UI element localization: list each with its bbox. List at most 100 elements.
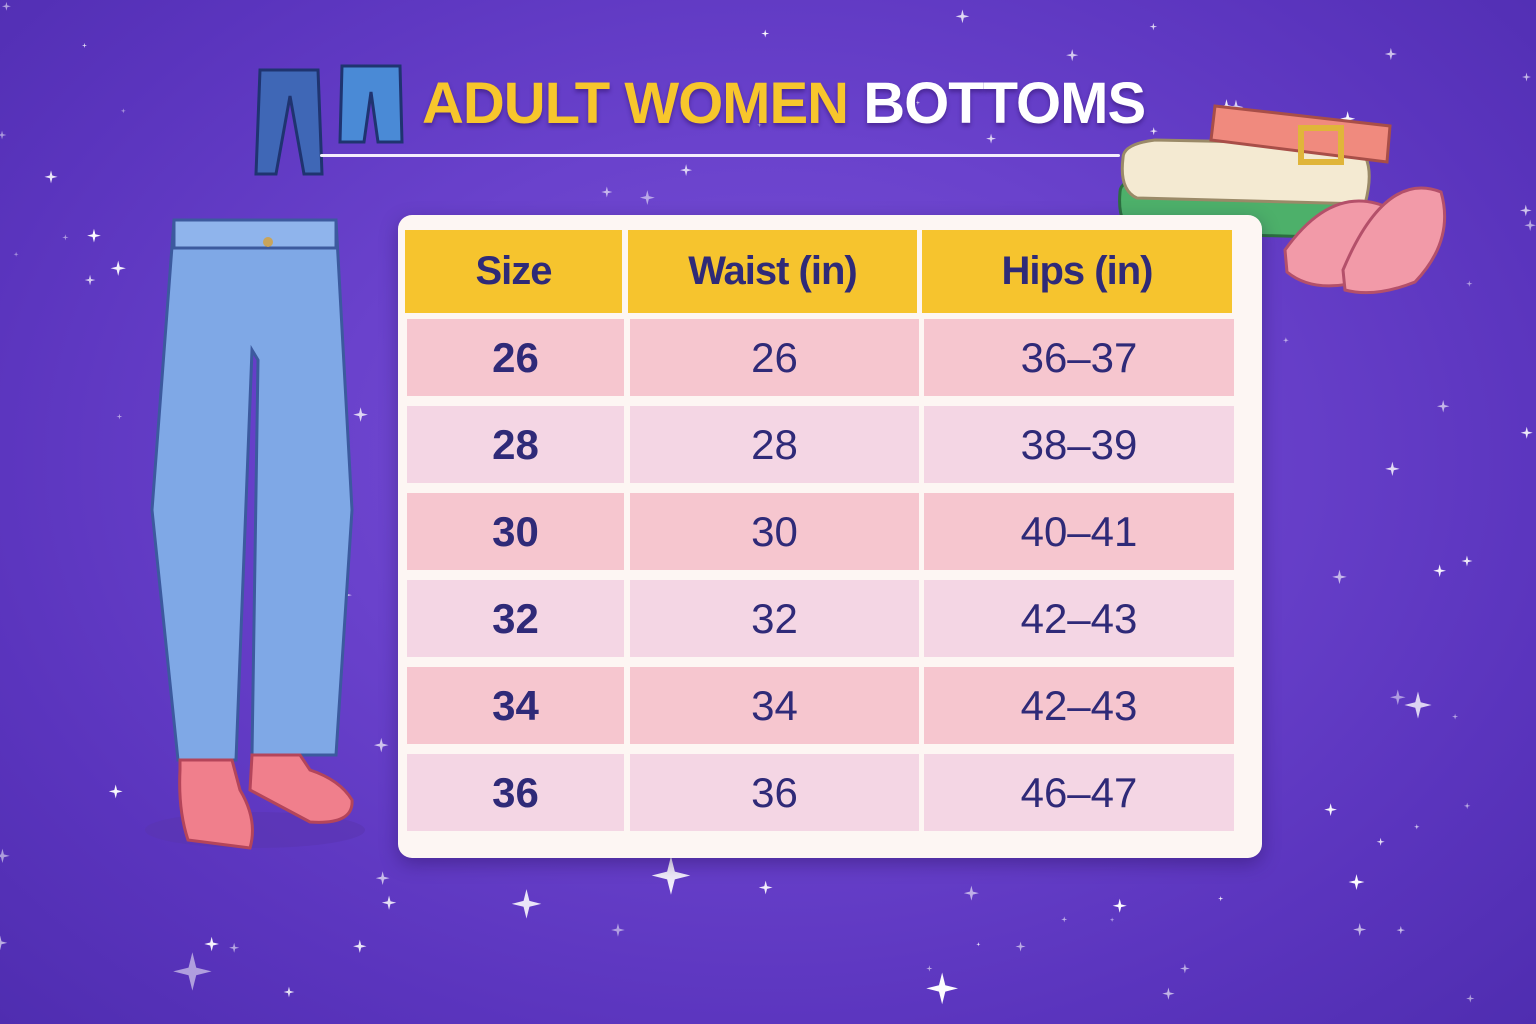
star-sparkle	[651, 856, 691, 895]
star-sparkle	[1433, 564, 1447, 578]
title-underline	[320, 154, 1120, 157]
star-sparkle	[601, 186, 613, 198]
star-sparkle	[1324, 803, 1337, 816]
star-sparkle	[0, 935, 8, 951]
star-sparkle	[87, 228, 101, 243]
column-header: Waist (in)	[628, 230, 917, 313]
star-sparkle	[13, 251, 19, 257]
star-sparkle	[108, 784, 123, 799]
star-sparkle	[976, 942, 981, 947]
star-sparkle	[1436, 399, 1450, 413]
size-cell: 36	[407, 754, 624, 831]
star-sparkle	[1340, 111, 1356, 127]
star-sparkle	[0, 848, 10, 864]
star-sparkle	[1384, 47, 1398, 61]
star-sparkle	[926, 972, 959, 1005]
star-sparkle	[0, 130, 7, 140]
star-sparkle	[1109, 917, 1115, 922]
star-sparkle	[986, 133, 997, 144]
column-header: Size	[405, 230, 622, 313]
column-header: Hips (in)	[922, 230, 1232, 313]
star-sparkle	[757, 122, 762, 128]
folded-clothes-belt-shoes-illustration	[1118, 104, 1447, 295]
shorts-icon	[338, 64, 404, 144]
star-sparkle	[926, 965, 933, 972]
star-sparkle	[375, 871, 390, 886]
hips-cell: 42–43	[924, 580, 1234, 657]
star-sparkle	[758, 880, 773, 895]
star-sparkle	[1015, 941, 1026, 952]
star-sparkle	[1522, 72, 1531, 82]
star-sparkle	[1061, 916, 1068, 923]
page-title: ADULT WOMEN BOTTOMS	[422, 70, 1146, 137]
waist-cell: 34	[630, 667, 919, 744]
star-sparkle	[1396, 925, 1406, 935]
star-sparkle	[1466, 280, 1473, 287]
star-sparkle	[110, 260, 126, 276]
star-sparkle	[173, 952, 212, 991]
title-part-2: BOTTOMS	[863, 71, 1146, 136]
star-sparkle	[1461, 555, 1473, 567]
star-sparkle	[1066, 49, 1079, 62]
star-sparkle	[1414, 824, 1420, 830]
waist-cell: 30	[630, 493, 919, 570]
hips-cell: 40–41	[924, 493, 1234, 570]
jeans-with-shoes-illustration	[145, 218, 365, 850]
star-sparkle	[1404, 691, 1432, 719]
star-sparkle	[353, 939, 367, 953]
star-sparkle	[1218, 895, 1224, 902]
star-sparkle	[1519, 204, 1532, 217]
star-sparkle	[373, 737, 389, 753]
star-sparkle	[1162, 987, 1175, 1000]
title-part-1: ADULT WOMEN	[422, 71, 849, 136]
size-cell: 34	[407, 667, 624, 744]
star-sparkle	[1376, 837, 1385, 846]
star-sparkle	[1466, 994, 1475, 1003]
star-sparkle	[1390, 689, 1406, 705]
star-sparkle	[511, 889, 542, 919]
star-sparkle	[81, 42, 88, 49]
star-sparkle	[116, 413, 123, 420]
star-sparkle	[62, 234, 69, 241]
star-sparkle	[611, 923, 625, 937]
star-sparkle	[955, 9, 970, 24]
star-sparkle	[229, 942, 240, 953]
star-sparkle	[84, 274, 96, 286]
size-cell: 26	[407, 319, 624, 396]
star-sparkle	[1179, 963, 1190, 974]
star-sparkle	[915, 100, 921, 105]
star-sparkle	[1332, 569, 1347, 585]
size-cell: 28	[407, 406, 624, 483]
star-sparkle	[120, 108, 126, 114]
size-chart-table: Size Waist (in) Hips (in) 26 26 36–37 28 28 38–3…	[398, 215, 1262, 858]
hips-cell: 46–47	[924, 754, 1234, 831]
size-cell: 32	[407, 580, 624, 657]
star-sparkle	[44, 170, 58, 184]
size-cell: 30	[407, 493, 624, 570]
star-sparkle	[1348, 874, 1365, 890]
star-sparkle	[761, 29, 770, 38]
hips-cell: 36–37	[924, 319, 1234, 396]
star-sparkle	[1, 1, 11, 11]
star-sparkle	[353, 407, 368, 422]
jeans-icon	[254, 68, 324, 176]
waist-cell: 28	[630, 406, 919, 483]
waist-cell: 26	[630, 319, 919, 396]
star-sparkle	[381, 895, 397, 910]
star-sparkle	[680, 164, 693, 177]
star-sparkle	[639, 190, 655, 206]
star-sparkle	[1149, 127, 1158, 136]
star-sparkle	[1520, 426, 1533, 439]
waist-cell: 36	[630, 754, 919, 831]
star-sparkle	[204, 936, 219, 952]
hips-cell: 42–43	[924, 667, 1234, 744]
star-sparkle	[1524, 219, 1536, 232]
star-sparkle	[963, 885, 979, 901]
star-sparkle	[1112, 898, 1127, 913]
star-sparkle	[1282, 337, 1289, 344]
star-sparkle	[1385, 461, 1400, 477]
star-sparkle	[1149, 22, 1158, 31]
star-sparkle	[283, 986, 295, 998]
waist-cell: 32	[630, 580, 919, 657]
star-sparkle	[1452, 713, 1459, 720]
